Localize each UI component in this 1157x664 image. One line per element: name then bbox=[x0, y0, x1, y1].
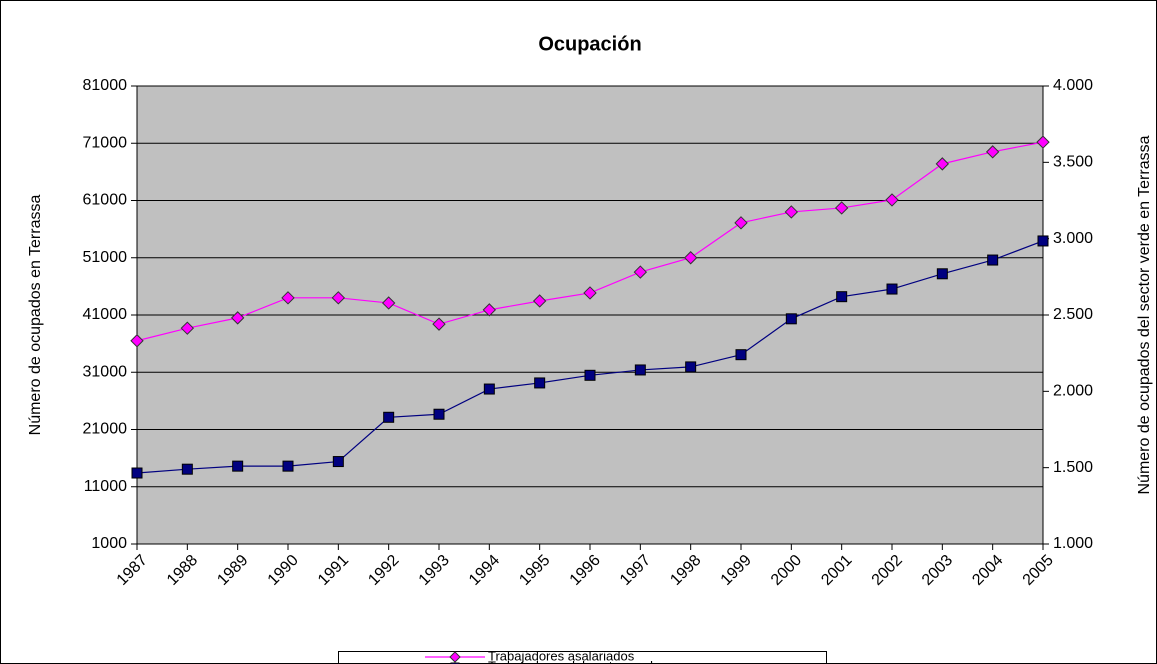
y2-tick-label: 1.500 bbox=[1053, 459, 1093, 476]
data-point bbox=[584, 369, 596, 381]
data-point bbox=[987, 254, 999, 266]
data-point bbox=[683, 251, 698, 265]
data-point bbox=[131, 467, 143, 479]
data-point bbox=[985, 145, 1000, 159]
data-point bbox=[181, 463, 193, 475]
data-point bbox=[936, 268, 948, 280]
data-point bbox=[180, 321, 195, 335]
legend-label: Trabajadores asalariados bbox=[488, 648, 635, 663]
data-point bbox=[433, 408, 445, 420]
y-tick-label: 21000 bbox=[83, 421, 128, 438]
y2-tick-label: 2.500 bbox=[1053, 306, 1093, 323]
data-point bbox=[1036, 135, 1050, 149]
y2-tick-label: 1.000 bbox=[1053, 535, 1093, 552]
data-point bbox=[834, 201, 849, 215]
y2-tick-label: 3.500 bbox=[1053, 154, 1093, 171]
data-point bbox=[633, 265, 648, 279]
data-point bbox=[230, 311, 245, 325]
data-point bbox=[534, 377, 546, 389]
data-point bbox=[886, 283, 898, 295]
data-point bbox=[935, 157, 950, 171]
legend-marker bbox=[449, 651, 461, 663]
data-point bbox=[784, 205, 799, 219]
y-axis-title: Número de ocupados en Terrassa bbox=[27, 195, 44, 436]
y-tick-label: 41000 bbox=[83, 306, 128, 323]
data-point bbox=[232, 460, 244, 472]
y-tick-label: 1000 bbox=[91, 535, 127, 552]
data-point bbox=[583, 286, 597, 300]
data-point bbox=[1037, 235, 1049, 247]
data-point bbox=[483, 383, 495, 395]
data-point bbox=[532, 294, 547, 308]
data-point bbox=[836, 291, 848, 303]
legend-label: Trabajadores del sector verde bbox=[488, 658, 660, 664]
y2-tick-label: 4.000 bbox=[1053, 77, 1093, 94]
y-tick-label: 61000 bbox=[83, 192, 128, 209]
y2-axis-title: Número de ocupados del sector verde en T… bbox=[1136, 135, 1153, 494]
data-point bbox=[482, 303, 497, 317]
data-point bbox=[432, 317, 446, 331]
data-point bbox=[383, 411, 395, 423]
data-point bbox=[282, 460, 294, 472]
data-point bbox=[785, 313, 797, 325]
data-point bbox=[685, 361, 697, 373]
data-point bbox=[331, 291, 346, 305]
y-tick-label: 11000 bbox=[84, 478, 127, 495]
data-point bbox=[281, 291, 295, 305]
y-tick-label: 81000 bbox=[83, 77, 128, 94]
data-point bbox=[734, 216, 748, 230]
chart-title: Ocupación bbox=[538, 33, 641, 55]
y-tick-label: 51000 bbox=[83, 249, 128, 266]
data-point bbox=[885, 193, 899, 207]
data-point bbox=[381, 296, 396, 310]
data-point bbox=[130, 334, 144, 348]
y-tick-label: 31000 bbox=[83, 363, 128, 380]
data-point bbox=[332, 456, 344, 468]
y-tick-label: 71000 bbox=[83, 134, 128, 151]
data-point bbox=[634, 364, 646, 376]
y2-tick-label: 3.000 bbox=[1053, 230, 1093, 247]
y2-tick-label: 2.000 bbox=[1053, 383, 1093, 400]
data-point bbox=[735, 349, 747, 361]
